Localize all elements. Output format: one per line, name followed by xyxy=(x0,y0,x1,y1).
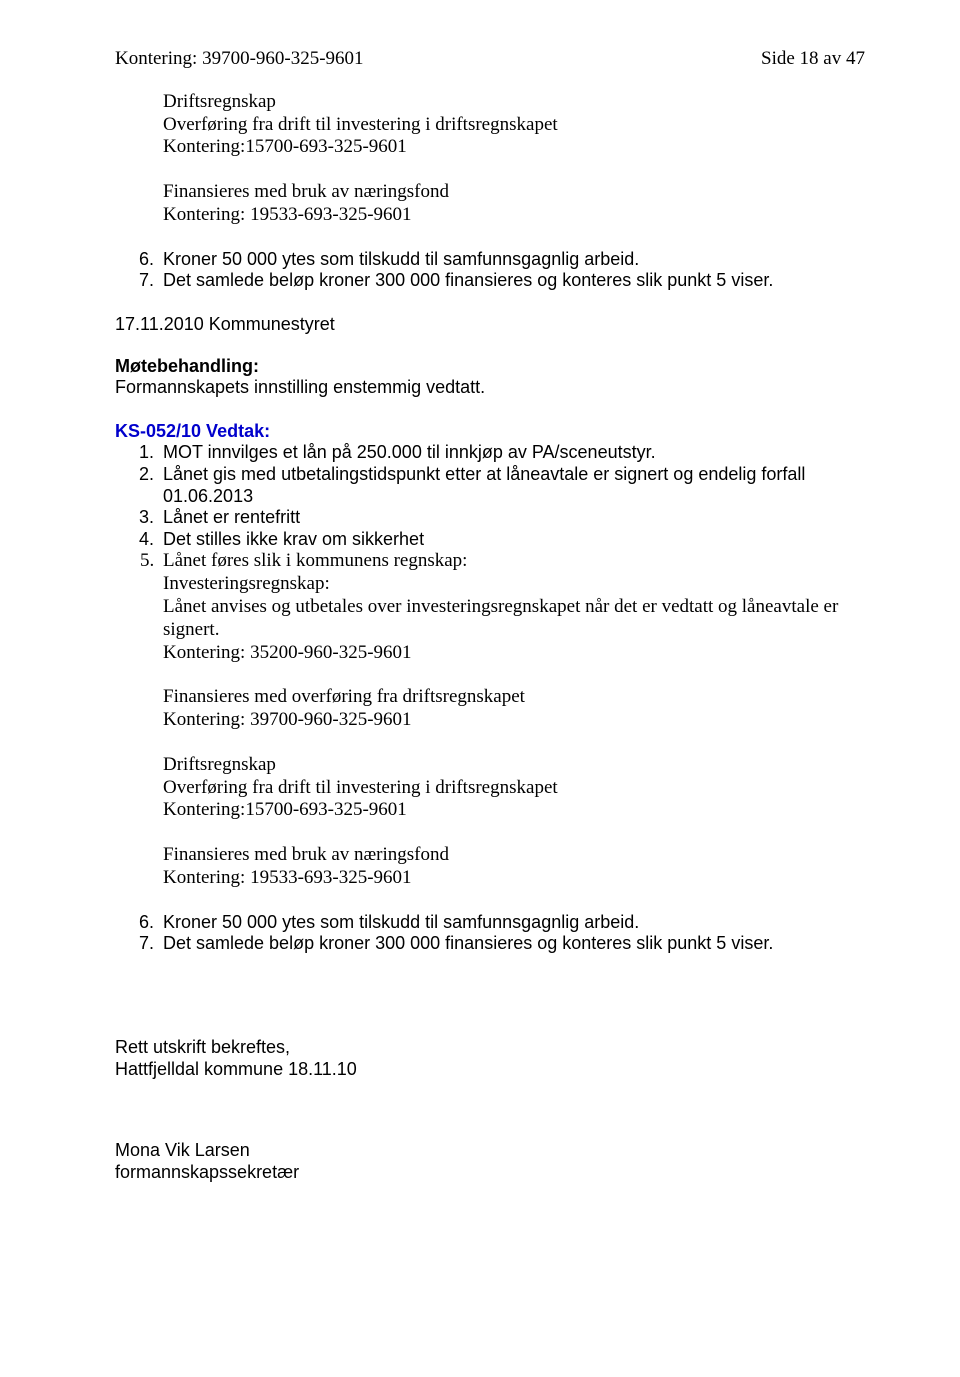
text-line: Driftsregnskap xyxy=(163,91,865,114)
numbered-list-top: Kroner 50 000 ytes som tilskudd til samf… xyxy=(115,249,865,292)
text-line: Lånet anvises og utbetales over invester… xyxy=(163,596,865,642)
text-line: Overføring fra drift til investering i d… xyxy=(163,777,865,800)
sub5-block: Investeringsregnskap: Lånet anvises og u… xyxy=(163,573,865,664)
list-item: Lånet er rentefritt xyxy=(159,507,865,529)
text-line: Investeringsregnskap: xyxy=(163,573,865,596)
driftsregnskap-block-2: Driftsregnskap Overføring fra drift til … xyxy=(163,754,865,822)
list-item: Lånet føres slik i kommunens regnskap: xyxy=(159,550,865,573)
page-number: Side 18 av 47 xyxy=(761,48,865,71)
footer-line-1: Rett utskrift bekreftes, xyxy=(115,1037,865,1059)
meeting-date: 17.11.2010 Kommunestyret xyxy=(115,314,865,336)
overforing-block: Finansieres med overføring fra driftsreg… xyxy=(163,686,865,732)
text-line: Overføring fra drift til investering i d… xyxy=(163,114,865,137)
list-item: MOT innvilges et lån på 250.000 til innk… xyxy=(159,442,865,464)
kontering-top: Kontering: 39700-960-325-9601 xyxy=(115,48,364,71)
motebehandling-label: Møtebehandling: xyxy=(115,356,865,378)
list-item: Lånet gis med utbetalingstidspunkt etter… xyxy=(159,464,865,507)
text-line: Kontering:15700-693-325-9601 xyxy=(163,136,865,159)
driftsregnskap-block-1: Driftsregnskap Overføring fra drift til … xyxy=(163,91,865,159)
list-item: Kroner 50 000 ytes som tilskudd til samf… xyxy=(159,249,865,271)
list-item: Kroner 50 000 ytes som tilskudd til samf… xyxy=(159,912,865,934)
vedtak-label: KS-052/10 Vedtak: xyxy=(115,421,865,443)
naeringsfond-block-1: Finansieres med bruk av næringsfond Kont… xyxy=(163,181,865,227)
page: Kontering: 39700-960-325-9601 Side 18 av… xyxy=(0,0,960,1377)
footer-name: Mona Vik Larsen xyxy=(115,1140,865,1162)
vedtak-list: MOT innvilges et lån på 250.000 til innk… xyxy=(115,442,865,573)
naeringsfond-block-2: Finansieres med bruk av næringsfond Kont… xyxy=(163,844,865,890)
numbered-list-bottom: Kroner 50 000 ytes som tilskudd til samf… xyxy=(115,912,865,955)
header-row: Kontering: 39700-960-325-9601 Side 18 av… xyxy=(115,48,865,71)
list-item: Det samlede beløp kroner 300 000 finansi… xyxy=(159,933,865,955)
text-line: Finansieres med overføring fra driftsreg… xyxy=(163,686,865,709)
list-item: Det stilles ikke krav om sikkerhet xyxy=(159,529,865,551)
text-line: Kontering: 19533-693-325-9601 xyxy=(163,867,865,890)
text-line: Driftsregnskap xyxy=(163,754,865,777)
text-line: Finansieres med bruk av næringsfond xyxy=(163,844,865,867)
motebehandling-text: Formannskapets innstilling enstemmig ved… xyxy=(115,377,865,399)
footer-title: formannskapssekretær xyxy=(115,1162,865,1184)
text-line: Kontering: 35200-960-325-9601 xyxy=(163,642,865,665)
text-line: Kontering: 39700-960-325-9601 xyxy=(163,709,865,732)
text-line: Kontering:15700-693-325-9601 xyxy=(163,799,865,822)
list-item: Det samlede beløp kroner 300 000 finansi… xyxy=(159,270,865,292)
text-line: Kontering: 19533-693-325-9601 xyxy=(163,204,865,227)
text-line: Finansieres med bruk av næringsfond xyxy=(163,181,865,204)
footer-line-2: Hattfjelldal kommune 18.11.10 xyxy=(115,1059,865,1081)
